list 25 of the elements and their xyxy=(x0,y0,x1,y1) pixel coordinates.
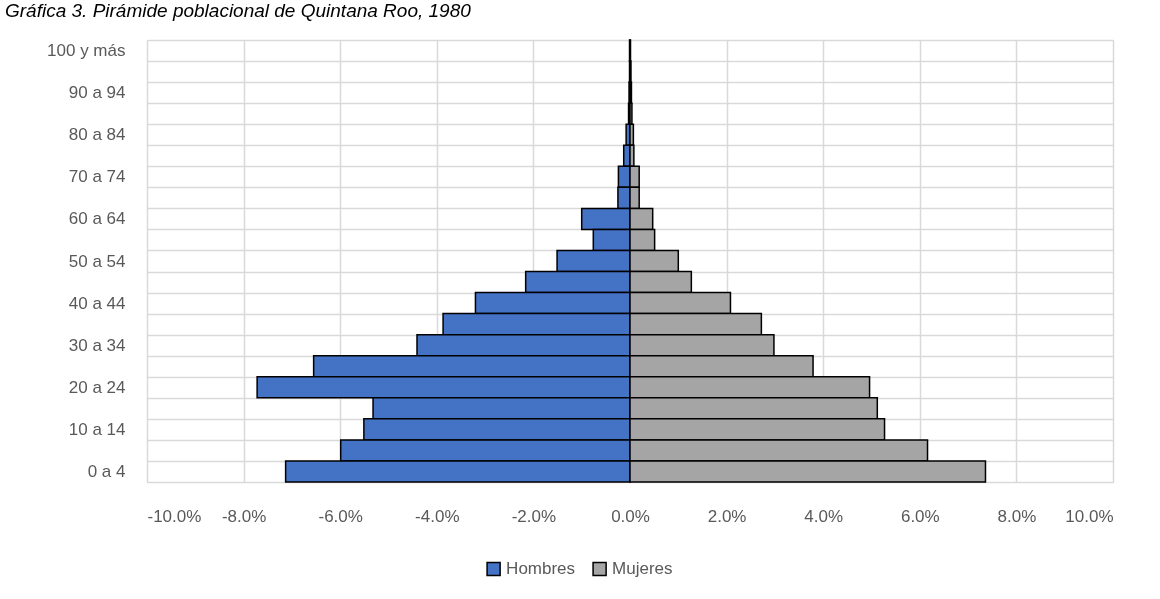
x-tick-label: -8.0% xyxy=(221,506,267,526)
y-tick-label: 50 a 54 xyxy=(68,251,126,271)
x-tick-label: 6.0% xyxy=(900,506,940,526)
y-tick-label: 10 a 14 xyxy=(68,419,126,439)
x-tick-label: -4.0% xyxy=(415,506,460,526)
y-tick-label: 30 a 34 xyxy=(68,335,126,355)
x-tick-label: 4.0% xyxy=(804,506,844,526)
x-tick-label: 10.0% xyxy=(1065,506,1114,526)
y-tick-label: 40 a 44 xyxy=(68,293,126,313)
y-tick-label: 70 a 74 xyxy=(68,167,126,187)
y-tick-label: 20 a 24 xyxy=(68,377,126,397)
y-tick-label: 90 a 94 xyxy=(68,83,126,103)
legend-label: Mujeres xyxy=(612,558,673,578)
chart-title: Gráfica 3. Pirámide poblacional de Quintana Roo, 1980 xyxy=(5,0,472,21)
x-tick-label: 0.0% xyxy=(611,506,650,526)
y-tick-label: 0 a 4 xyxy=(87,461,126,481)
x-tick-label: 8.0% xyxy=(997,506,1037,526)
x-tick-label: -2.0% xyxy=(511,506,557,526)
y-tick-label: 60 a 64 xyxy=(68,209,126,229)
x-tick-label: -10.0% xyxy=(147,506,202,526)
x-tick-label: 2.0% xyxy=(707,506,747,526)
y-tick-label: 100 y más xyxy=(47,41,126,61)
y-tick-label: 80 a 84 xyxy=(68,125,126,145)
x-tick-label: -6.0% xyxy=(318,506,363,526)
legend-label: Hombres xyxy=(506,558,576,578)
